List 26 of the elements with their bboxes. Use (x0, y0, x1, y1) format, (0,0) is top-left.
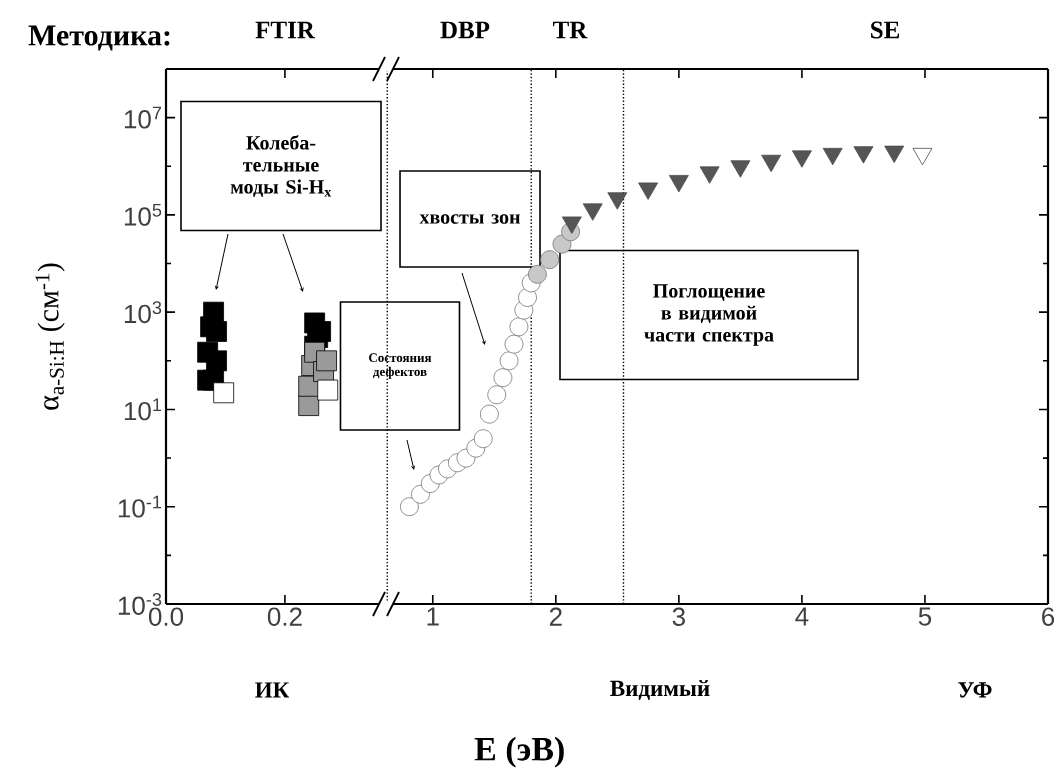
text: DBP (440, 21, 490, 39)
y-tick-label: 10$^{5}$ (124, 204, 162, 226)
x-tick-label: 6 (1042, 607, 1055, 626)
annotation: Состояния дефектов (369, 353, 432, 379)
text: SE (871, 21, 900, 39)
text: Методика: (28, 25, 170, 51)
y-tick-label: 10$^{1}$ (124, 398, 162, 421)
x-tick-label: 4 (795, 607, 809, 626)
x-tick-label: 2 (549, 607, 562, 626)
text: Видимый (610, 680, 710, 700)
x-tick-label: 0.2 (267, 607, 302, 626)
x-axis-title: E (эВ) (474, 736, 564, 768)
y-tick-label: 10$^{3}$ (124, 301, 162, 324)
y-axis-title: α$_{a-Si:H}$ (см$^{-1}$) (35, 263, 65, 410)
text: ИК (255, 682, 290, 698)
x-tick-label: 5 (918, 607, 932, 626)
x-tick-label: 3 (672, 607, 685, 626)
text: УФ (958, 682, 992, 698)
y-tick-label: 10$^{7}$ (124, 106, 162, 129)
annotation: Колеба-тельные моды Si-H$_{x}$ (230, 135, 332, 197)
x-tick-label: 1 (427, 607, 439, 626)
annotation: Поглощение в видимой части спектра (644, 284, 774, 346)
y-tick-label: 10$^{-1}$ (118, 495, 162, 518)
text: TR (553, 21, 588, 39)
text: FTIR (255, 21, 316, 39)
annotation: хвосты зон (419, 214, 521, 224)
